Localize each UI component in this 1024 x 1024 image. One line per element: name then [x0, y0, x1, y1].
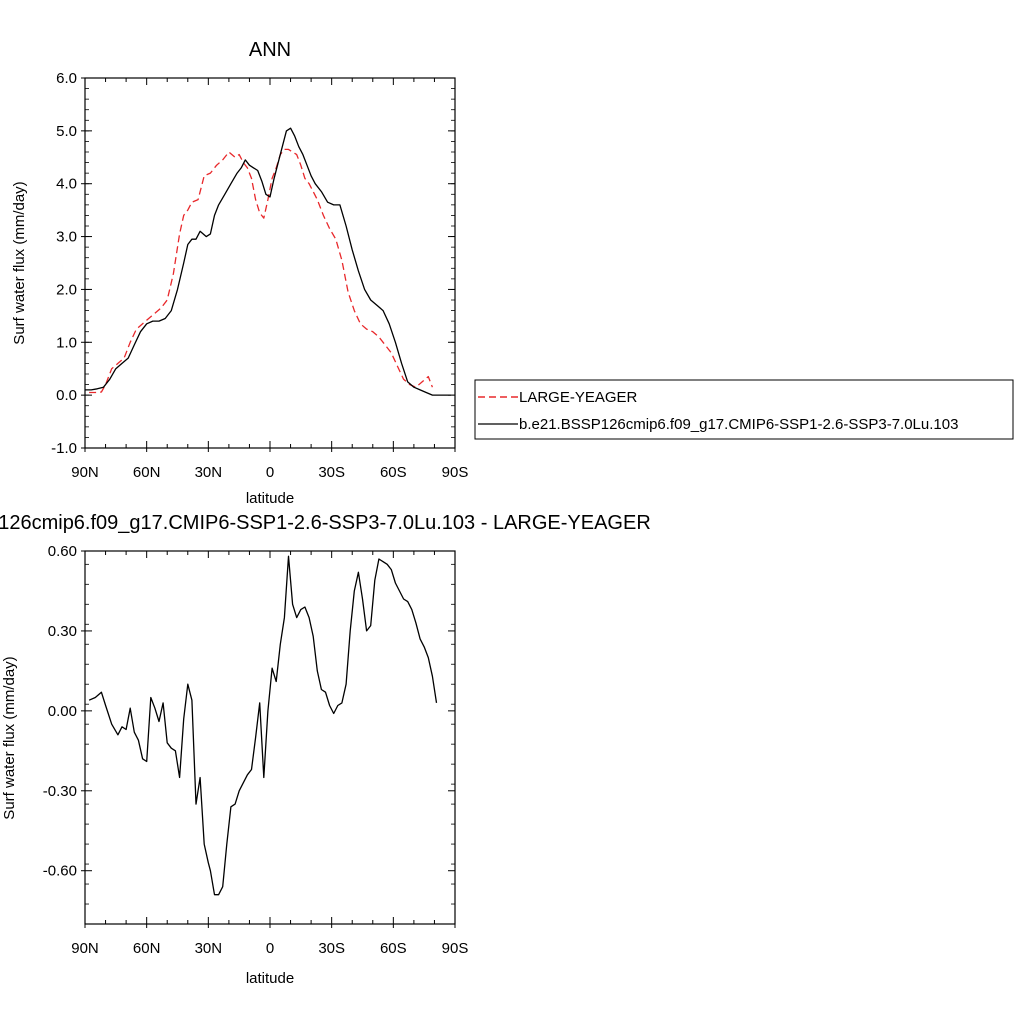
x-tick-label: 90N [71, 464, 99, 481]
y-tick-label: 0.0 [56, 387, 77, 404]
chart-bottom-x-axis-label: latitude [246, 970, 294, 987]
y-tick-label: -1.0 [51, 440, 77, 457]
x-tick-label: 0 [266, 940, 274, 957]
y-tick-label: 4.0 [56, 176, 77, 193]
y-tick-label: 6.0 [56, 70, 77, 87]
x-tick-label: 60S [380, 940, 407, 957]
legend-label-ssp: b.e21.BSSP126cmip6.f09_g17.CMIP6-SSP1-2.… [519, 416, 958, 433]
chart-bottom-y-axis-label: Surf water flux (mm/day) [1, 656, 18, 819]
x-tick-label: 0 [266, 464, 274, 481]
y-tick-label: -0.60 [43, 863, 77, 880]
x-tick-label: 60N [133, 940, 161, 957]
x-tick-label: 60S [380, 464, 407, 481]
y-tick-label: 0.30 [48, 623, 77, 640]
chart-bottom: b.e21.BSSP126cmip6.f09_g17.CMIP6-SSP1-2.… [0, 512, 651, 987]
chart-bottom-series-line-0 [88, 555, 438, 896]
y-tick-label: 0.00 [48, 703, 77, 720]
chart-top: ANN 6.0 5.0 4.0 3.0 2.0 1.0 0.0 -1.0 90N 60N 30N 0… [11, 39, 468, 507]
chart-top-plot-frame [84, 77, 456, 449]
chart-top-y-axis-label: Surf water flux (mm/day) [11, 181, 28, 344]
legend-label-large-yeager: LARGE-YEAGER [519, 389, 638, 406]
y-tick-label: -0.30 [43, 783, 77, 800]
x-tick-label: 30N [195, 464, 223, 481]
x-tick-label: 30S [318, 464, 345, 481]
y-tick-label: 2.0 [56, 281, 77, 298]
y-tick-label: 3.0 [56, 229, 77, 246]
x-tick-label: 60N [133, 464, 161, 481]
chart-top-series-line-0 [89, 148, 434, 394]
legend-box [474, 379, 1014, 440]
x-tick-label: 90N [71, 940, 99, 957]
x-tick-label: 30N [195, 940, 223, 957]
chart-top-series-line-1 [85, 127, 451, 396]
y-tick-label: 0.60 [48, 543, 77, 560]
y-tick-label: 1.0 [56, 334, 77, 351]
y-tick-label: 5.0 [56, 123, 77, 140]
x-tick-label: 30S [318, 940, 345, 957]
chart-top-title: ANN [249, 39, 291, 61]
chart-bottom-title: b.e21.BSSP126cmip6.f09_g17.CMIP6-SSP1-2.… [0, 512, 651, 534]
x-tick-label: 90S [442, 464, 469, 481]
x-tick-label: 90S [442, 940, 469, 957]
legend: LARGE-YEAGER b.e21.BSSP126cmip6.f09_g17.… [474, 379, 1014, 440]
chart-top-x-axis-label: latitude [246, 490, 294, 507]
chart-bottom-plot-frame [84, 550, 456, 925]
